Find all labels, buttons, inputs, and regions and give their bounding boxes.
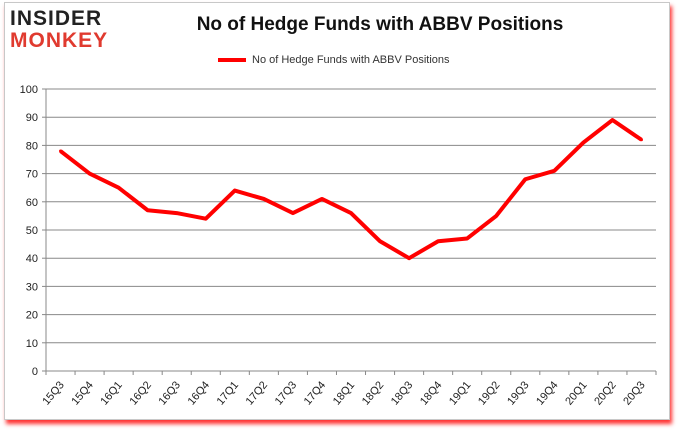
data-point [320, 197, 324, 201]
series-line [59, 118, 643, 261]
data-point [523, 177, 527, 181]
data-point [494, 214, 498, 218]
data-point [610, 118, 614, 122]
data-point [59, 149, 63, 153]
y-tick-label: 30 [26, 281, 38, 293]
chart-title: No of Hedge Funds with ABBV Positions [196, 14, 564, 35]
x-tick-label: 16Q1 [98, 379, 124, 407]
data-point [349, 211, 353, 215]
data-point [262, 197, 266, 201]
data-point [204, 217, 208, 221]
y-tick-label: 10 [26, 338, 38, 350]
y-tick-label: 40 [26, 253, 38, 265]
x-tick-label: 16Q2 [127, 379, 153, 407]
insider-monkey-logo: INSIDER MONKEY [10, 8, 128, 52]
x-tick-label: 17Q3 [273, 379, 299, 407]
y-tick-label: 0 [32, 366, 38, 378]
x-tick-label: 19Q3 [505, 379, 531, 407]
x-tick-label: 20Q2 [592, 379, 618, 407]
data-point [146, 208, 150, 212]
x-tick-label: 20Q3 [621, 379, 647, 407]
y-tick-label: 70 [26, 169, 38, 181]
x-tick-label: 19Q4 [534, 379, 560, 407]
data-point [552, 169, 556, 173]
data-point [233, 189, 237, 193]
y-tick-label: 80 [26, 140, 38, 152]
y-tick-label: 60 [26, 197, 38, 209]
data-point [291, 211, 295, 215]
x-tick-label: 16Q4 [186, 379, 212, 407]
y-tick-label: 20 [26, 310, 38, 322]
data-point [378, 239, 382, 243]
x-tick-label: 18Q1 [331, 379, 357, 407]
legend: No of Hedge Funds with ABBV Positions [218, 54, 450, 66]
data-point [465, 236, 469, 240]
x-tick-label: 19Q1 [447, 379, 473, 407]
y-tick-label: 90 [26, 112, 38, 124]
x-tick-label: 15Q4 [69, 379, 95, 407]
logo-line2: MONKEY [10, 29, 109, 52]
x-tick-label: 17Q2 [244, 379, 270, 407]
legend-swatch [218, 58, 246, 62]
data-point [117, 186, 121, 190]
x-tick-label: 18Q2 [360, 379, 386, 407]
x-tick-label: 16Q3 [157, 379, 183, 407]
data-point [639, 138, 643, 142]
logo-line1: INSIDER [10, 7, 103, 30]
x-tick-label: 15Q3 [40, 379, 66, 407]
data-point [436, 239, 440, 243]
chart-frame [4, 2, 670, 420]
x-tick-label: 19Q2 [476, 379, 502, 407]
x-tick-label: 20Q1 [563, 379, 589, 407]
data-point [88, 172, 92, 176]
data-point [407, 256, 411, 260]
y-tick-label: 50 [26, 225, 38, 237]
data-point [175, 211, 179, 215]
x-tick-label: 18Q4 [418, 379, 444, 407]
y-tick-label: 100 [20, 84, 38, 96]
data-point [581, 141, 585, 145]
x-tick-label: 18Q3 [389, 379, 415, 407]
legend-label: No of Hedge Funds with ABBV Positions [252, 54, 450, 66]
x-tick-label: 17Q1 [215, 379, 241, 407]
x-tick-label: 17Q4 [302, 379, 328, 407]
